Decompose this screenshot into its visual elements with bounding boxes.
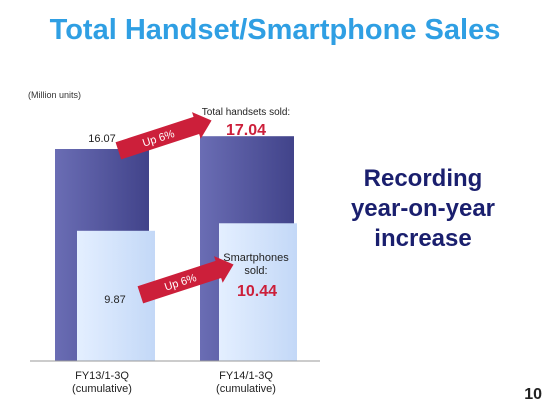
caption-smart-2: sold:	[244, 265, 267, 277]
bar-smartphone-2	[219, 223, 297, 361]
growth-arrow-smart-shape	[137, 256, 234, 304]
slide-title: Total Handset/Smartphone Sales	[49, 14, 501, 46]
unit-label: (Million units)	[28, 90, 81, 100]
label-total-fy14: 17.04	[226, 122, 266, 139]
category-label-2-line-1: FY14/1-3Q	[219, 370, 273, 382]
summary-line-3: increase	[374, 225, 472, 252]
category-label-1-line-2: (cumulative)	[72, 383, 132, 395]
caption-total: Total handsets sold:	[202, 107, 290, 118]
summary-line-2: year-on-year	[350, 195, 496, 222]
summary-text: Recording year-on-year increase	[318, 164, 528, 254]
page-number: 10	[524, 386, 542, 403]
label-smart-fy14: 10.44	[237, 283, 277, 300]
category-label-2-line-2: (cumulative)	[216, 383, 276, 395]
label-total-fy13: 16.07	[88, 133, 116, 145]
label-smart-fy13: 9.87	[104, 294, 125, 306]
growth-arrow-total-shape	[115, 112, 212, 160]
summary-line-1: Recording	[363, 165, 483, 192]
caption-smart-1: Smartphones	[223, 252, 289, 264]
growth-arrow-smart: Up 6%	[137, 256, 234, 304]
category-label-1-line-1: FY13/1-3Q	[75, 370, 129, 382]
growth-arrow-total: Up 6%	[115, 112, 212, 160]
